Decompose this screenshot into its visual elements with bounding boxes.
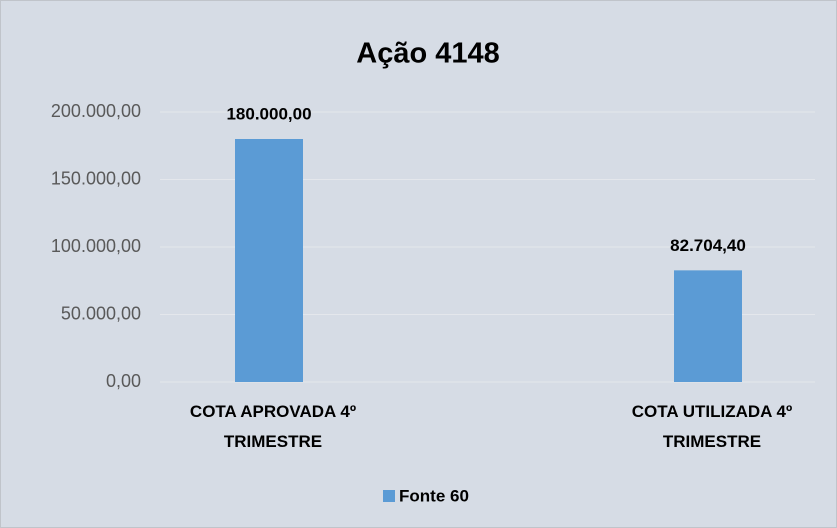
y-tick-label: 0,00 [106, 371, 141, 391]
data-label: 82.704,40 [670, 236, 746, 255]
data-label: 180.000,00 [226, 104, 311, 123]
y-tick-label: 200.000,00 [51, 101, 141, 121]
bar [674, 270, 742, 382]
y-tick-label: 50.000,00 [61, 303, 141, 323]
chart-title: Ação 4148 [356, 38, 500, 70]
bar [235, 139, 303, 382]
x-tick-label: COTA UTILIZADA 4º TRIMESTRE [631, 402, 793, 451]
legend-label: Fonte 60 [399, 486, 469, 505]
x-tick-label: COTA APROVADA 4º TRIMESTRE [189, 402, 357, 451]
legend-swatch [383, 490, 395, 502]
y-tick-label: 100.000,00 [51, 236, 141, 256]
y-tick-label: 150.000,00 [51, 168, 141, 188]
